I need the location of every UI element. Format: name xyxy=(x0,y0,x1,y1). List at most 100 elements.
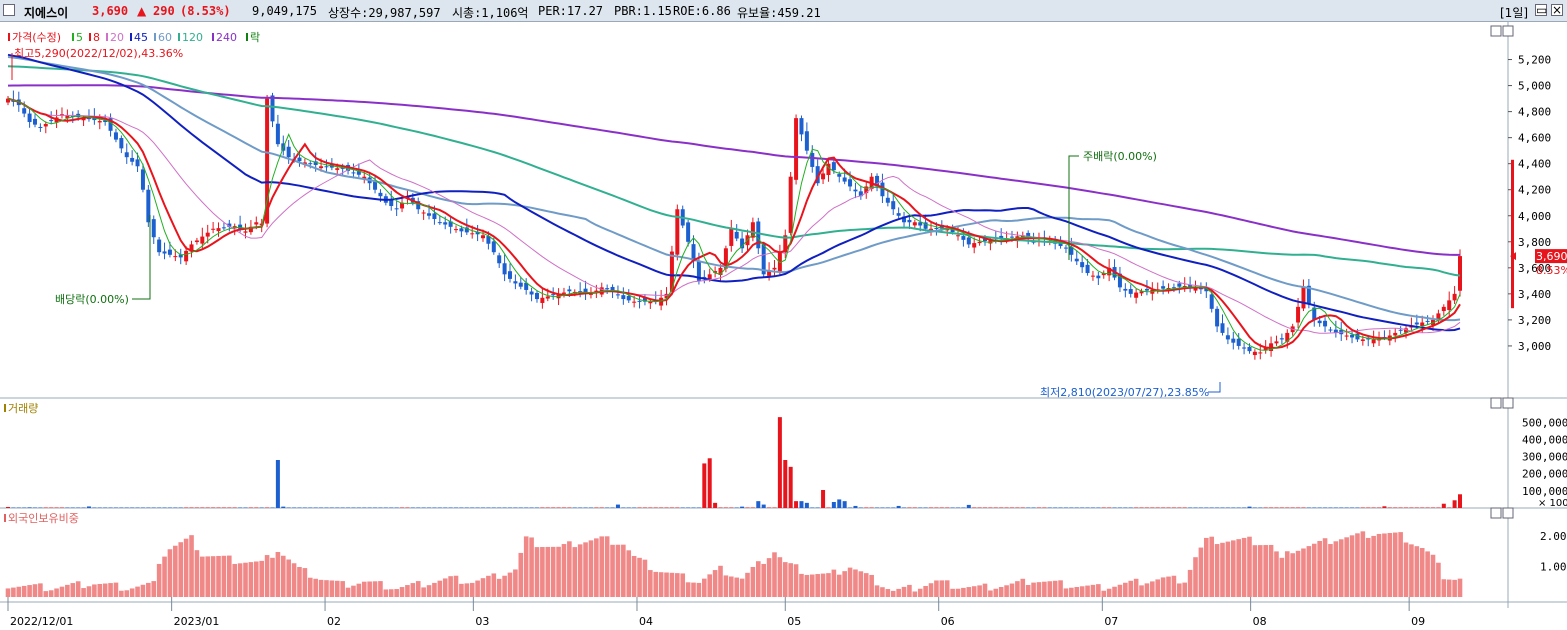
candle-body xyxy=(297,157,302,162)
foreign-bar xyxy=(421,587,426,597)
checkbox-icon[interactable] xyxy=(3,4,15,16)
candle-body xyxy=(956,235,961,237)
close-icon[interactable]: × xyxy=(1551,3,1563,17)
foreign-bar xyxy=(707,574,713,597)
volume-bar xyxy=(524,507,529,508)
volume-bar xyxy=(1371,507,1376,508)
volume-bar xyxy=(1042,507,1047,508)
candle-body xyxy=(1128,289,1133,294)
foreign-bar xyxy=(1209,536,1215,597)
candle-body xyxy=(756,221,761,249)
volume-bar xyxy=(696,507,701,508)
foreign-bar xyxy=(1355,533,1360,597)
candle-body xyxy=(529,291,534,295)
volume-bar xyxy=(799,501,804,508)
candle-body xyxy=(1436,313,1441,321)
foreign-bar xyxy=(1279,557,1285,597)
foreign-bar xyxy=(631,555,637,597)
panel-close-icon[interactable] xyxy=(1502,25,1514,37)
volume-bar xyxy=(982,507,987,508)
candle-body xyxy=(356,171,361,175)
candle-body xyxy=(1123,288,1128,291)
candle-body xyxy=(1312,307,1317,320)
foreign-tick-label: 1.00 xyxy=(1540,560,1567,573)
volume-bar xyxy=(1080,507,1085,508)
foreign-bar xyxy=(1295,550,1301,597)
candle-body xyxy=(707,274,712,280)
foreign-bar xyxy=(1204,537,1209,597)
panel-maximize-icon[interactable] xyxy=(1490,507,1502,519)
foreign-bar xyxy=(1123,582,1128,597)
foreign-bar xyxy=(1268,544,1274,597)
foreign-bar xyxy=(610,544,615,597)
volume-bar xyxy=(1117,507,1122,508)
panel-close-icon[interactable] xyxy=(1502,507,1514,519)
volume-bar xyxy=(124,507,129,508)
volume-bar xyxy=(794,501,799,508)
foreign-bar xyxy=(227,555,232,597)
volume-bar xyxy=(351,507,356,508)
foreign-bar xyxy=(718,565,723,597)
candle-body xyxy=(588,293,593,295)
candle-body xyxy=(22,108,27,114)
foreign-bar xyxy=(329,580,335,597)
candle-body xyxy=(1420,322,1425,327)
panel-close-icon[interactable] xyxy=(1502,397,1514,409)
ma60-line xyxy=(7,56,1461,322)
listed-shares: 상장수:29,987,597 xyxy=(328,6,441,20)
volume-bar xyxy=(988,507,993,508)
foreign-bar xyxy=(1112,586,1117,597)
volume-bar xyxy=(297,507,302,508)
up-arrow-icon: ▲ xyxy=(137,4,147,18)
panel-maximize-icon[interactable] xyxy=(1490,397,1502,409)
volume-bar xyxy=(1312,507,1317,508)
volume-bar xyxy=(810,507,815,508)
candle-body xyxy=(982,238,987,242)
volume-bar xyxy=(767,507,772,508)
foreign-bar xyxy=(1101,590,1107,597)
foreign-bar xyxy=(318,579,324,597)
foreign-bar xyxy=(1338,539,1344,597)
volume-bar xyxy=(891,507,896,508)
bonus-annotation: 주배락(0.00%) xyxy=(1083,150,1157,163)
volume-bar xyxy=(664,507,669,508)
candle-body xyxy=(907,219,912,223)
foreign-bar xyxy=(1144,583,1150,597)
volume-bar xyxy=(875,507,880,508)
volume-bar xyxy=(119,507,124,508)
candle-body xyxy=(718,267,723,275)
candle-body xyxy=(173,256,178,258)
foreign-bar xyxy=(97,583,103,597)
foreign-bar xyxy=(70,583,76,597)
candle-body xyxy=(1107,267,1112,276)
candle-body xyxy=(189,244,194,252)
maximize-icon[interactable]: ▭ xyxy=(1535,3,1548,17)
volume-bar xyxy=(729,507,734,508)
candle-body xyxy=(32,118,37,125)
volume-bar xyxy=(632,507,637,508)
foreign-bar xyxy=(1052,580,1058,597)
foreign-panel-title: 외국인보유비중 xyxy=(8,512,79,525)
foreign-bar xyxy=(11,587,16,597)
volume-bar xyxy=(146,507,151,508)
foreign-bar xyxy=(923,585,928,597)
volume-bar xyxy=(1193,507,1198,508)
candle-body xyxy=(481,235,486,239)
foreign-bar xyxy=(1020,578,1026,597)
foreign-bar xyxy=(874,585,880,597)
volume-bar xyxy=(1279,507,1284,508)
foreign-bar xyxy=(702,578,707,597)
foreign-bar xyxy=(108,583,113,597)
foreign-bar xyxy=(912,591,918,597)
candle-body xyxy=(1117,273,1122,288)
foreign-bar xyxy=(1252,545,1258,597)
foreign-bar xyxy=(637,557,642,597)
foreign-bar xyxy=(507,572,513,597)
candle-body xyxy=(167,249,172,255)
candle-body xyxy=(81,118,86,121)
candle-body xyxy=(696,260,701,281)
volume-bar xyxy=(1404,507,1409,508)
volume-bar xyxy=(864,507,869,508)
period-selector[interactable]: [1일] xyxy=(1500,6,1529,20)
panel-maximize-icon[interactable] xyxy=(1490,25,1502,37)
